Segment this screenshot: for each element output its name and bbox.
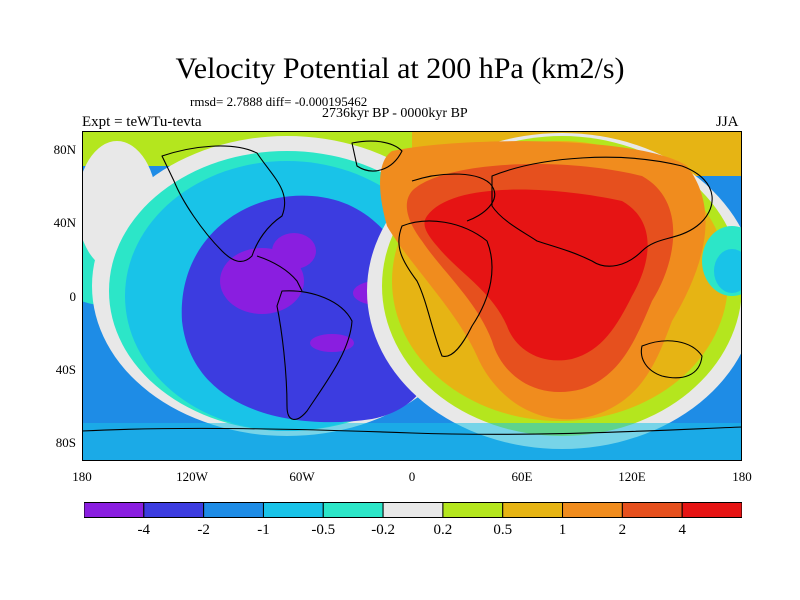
plot-title: Velocity Potential at 200 hPa (km2/s) — [175, 52, 625, 85]
colorbar-label: 0.2 — [433, 522, 453, 538]
season-label: JJA — [716, 114, 739, 130]
lat-label: 40N — [53, 215, 76, 230]
coast-africa — [398, 220, 493, 357]
colorbar-box — [502, 502, 564, 518]
colorbar-box — [382, 502, 444, 518]
coast-antarctica — [82, 426, 742, 435]
colorbar-label: -0.5 — [311, 522, 336, 538]
field-patch — [714, 249, 742, 293]
colorbar-box — [442, 502, 504, 518]
lon-label: 0 — [408, 469, 416, 484]
field-max — [424, 189, 648, 361]
colorbar-box — [262, 502, 324, 518]
coast-south-america — [276, 290, 353, 420]
colorbar-label: 2 — [618, 522, 627, 538]
lon-label: 60E — [511, 469, 533, 484]
velocity-potential-map — [82, 131, 742, 461]
colorbar-box — [621, 502, 683, 518]
period-label: 2736kyr BP - 0000kyr BP — [322, 106, 468, 121]
lon-label: 120E — [618, 469, 646, 484]
colorbar-label: -1 — [257, 522, 270, 538]
lon-label: 180 — [732, 469, 752, 484]
field-min — [272, 233, 316, 269]
map-frame — [82, 131, 742, 461]
coast-central-america — [256, 255, 303, 292]
lon-label: 60W — [289, 469, 315, 484]
lat-label: 40S — [55, 362, 76, 377]
colorbar-label: 4 — [678, 522, 686, 538]
lon-label: 120W — [176, 469, 208, 484]
colorbar-label: -4 — [137, 522, 151, 538]
colorbar-box — [84, 502, 145, 518]
stats-label: rmsd= 2.7888 diff= -0.000195462 — [190, 94, 368, 109]
coast-asia — [491, 156, 713, 267]
lat-label: 80N — [53, 142, 76, 157]
colorbar-box — [681, 502, 742, 518]
lon-label: 180 — [72, 469, 92, 484]
field-min — [310, 334, 354, 352]
field-south-band — [82, 423, 742, 461]
colorbar-box — [143, 502, 205, 518]
coast-greenland — [351, 140, 403, 172]
colorbar-box — [322, 502, 384, 518]
coastlines — [82, 140, 742, 435]
colorbar — [84, 502, 742, 518]
lat-label: 0 — [69, 289, 77, 304]
colorbar-label: -2 — [197, 522, 210, 538]
colorbar-box — [562, 502, 623, 518]
coast-north-america — [161, 145, 286, 262]
lat-label: 80S — [55, 435, 76, 450]
experiment-label: Expt = teWTu-tevta — [82, 114, 202, 130]
coast-australia — [640, 340, 703, 379]
colorbar-label: -0.2 — [371, 522, 395, 538]
colorbar-label: 1 — [558, 522, 567, 538]
colorbar-label: 0.5 — [493, 522, 513, 538]
colorbar-box — [203, 502, 264, 518]
